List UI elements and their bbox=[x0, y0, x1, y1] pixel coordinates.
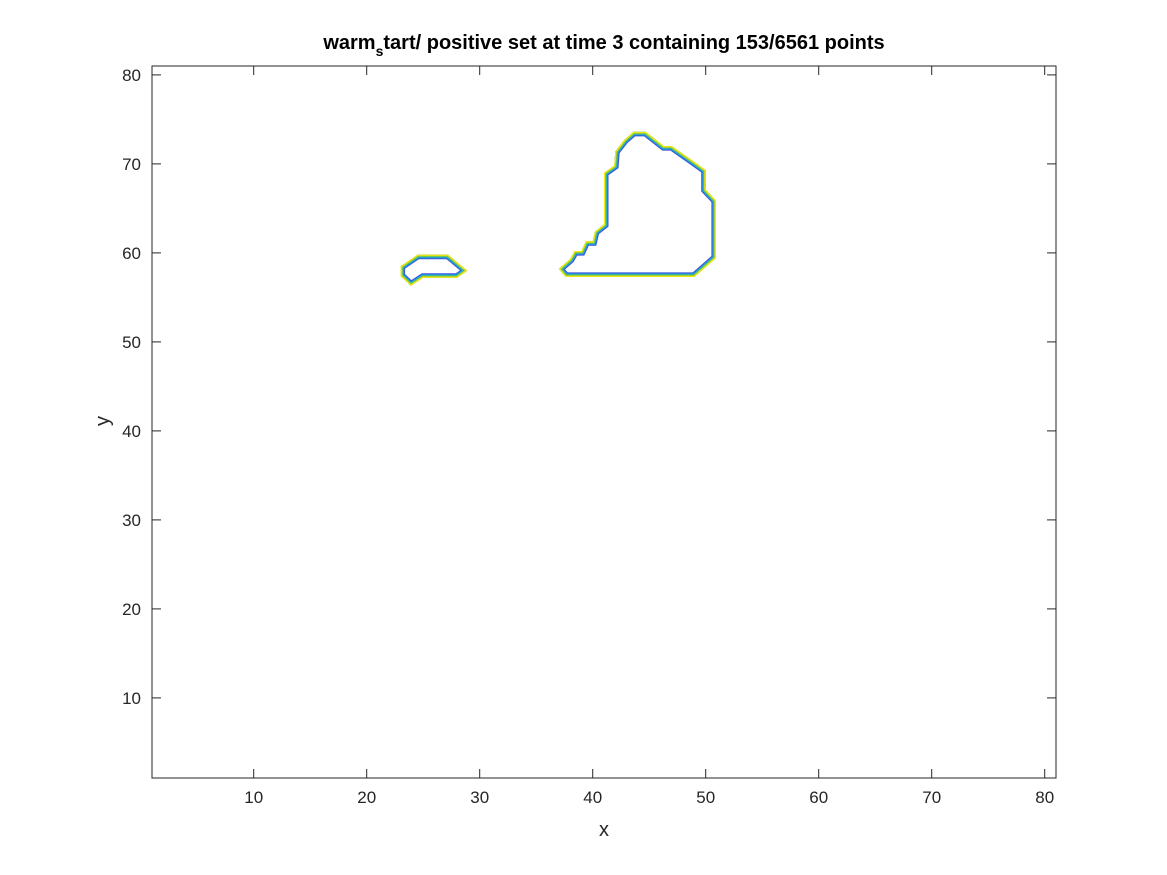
chart-title: warmstart/ positive set at time 3 contai… bbox=[322, 32, 884, 59]
x-tick-label: 40 bbox=[583, 788, 602, 807]
tick-marks bbox=[152, 66, 1056, 778]
x-tick-label: 20 bbox=[357, 788, 376, 807]
y-tick-label: 50 bbox=[122, 333, 141, 352]
y-tick-label: 80 bbox=[122, 66, 141, 85]
title-subscript: s bbox=[376, 43, 384, 59]
axes-box bbox=[151, 65, 1057, 779]
x-tick-labels: 10 20 30 40 50 60 70 80 bbox=[244, 788, 1054, 807]
x-tick-label: 30 bbox=[470, 788, 489, 807]
y-axis-label: y bbox=[92, 416, 114, 426]
title-suffix: tart/ positive set at time 3 containing … bbox=[383, 32, 884, 54]
title-prefix: warm bbox=[322, 32, 375, 54]
plot-area: 10 20 30 40 50 60 70 80 10 20 30 40 50 60 70 80 bbox=[122, 65, 1057, 807]
y-tick-label: 70 bbox=[122, 155, 141, 174]
y-tick-label: 40 bbox=[122, 422, 141, 441]
contour-region-1 bbox=[400, 254, 468, 286]
x-tick-label: 80 bbox=[1035, 788, 1054, 807]
y-tick-label: 20 bbox=[122, 600, 141, 619]
y-tick-labels: 10 20 30 40 50 60 70 80 bbox=[122, 66, 141, 708]
y-tick-label: 30 bbox=[122, 511, 141, 530]
contour-level-5 bbox=[400, 254, 468, 286]
x-tick-label: 70 bbox=[922, 788, 941, 807]
x-tick-label: 50 bbox=[696, 788, 715, 807]
y-tick-label: 10 bbox=[122, 689, 141, 708]
x-tick-label: 10 bbox=[244, 788, 263, 807]
x-tick-label: 60 bbox=[809, 788, 828, 807]
x-axis-label: x bbox=[599, 819, 609, 841]
y-tick-label: 60 bbox=[122, 244, 141, 263]
